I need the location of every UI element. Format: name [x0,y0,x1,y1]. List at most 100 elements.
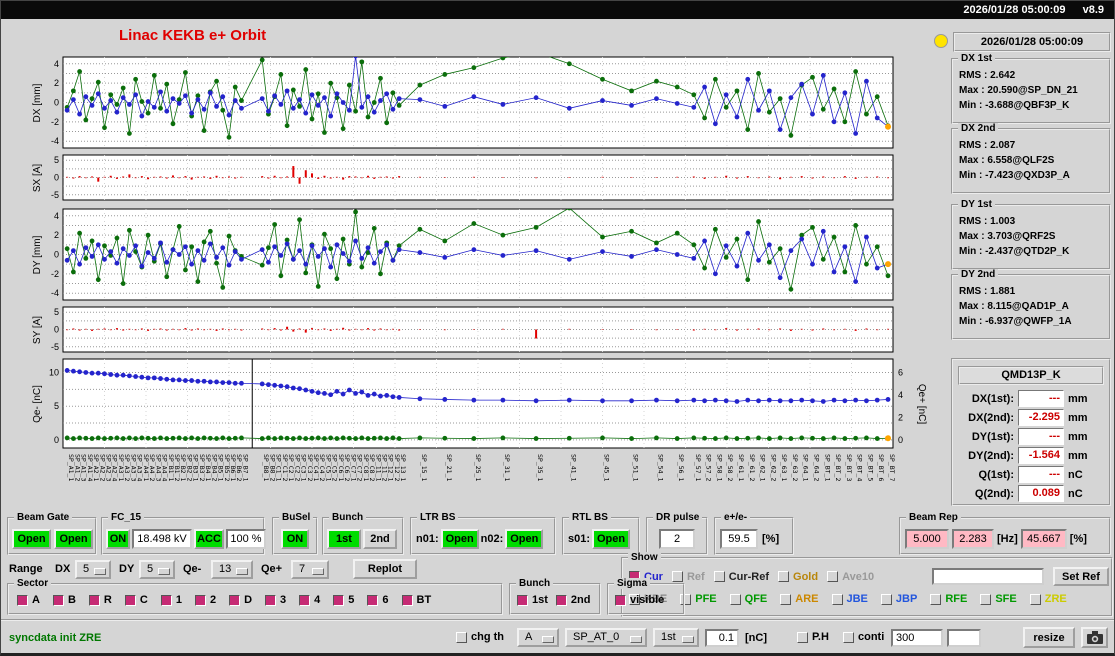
ph-item[interactable]: P.H [797,631,829,643]
screenshot-button[interactable] [1081,627,1108,648]
svg-text:SP_BT_3: SP_BT_3 [845,454,853,481]
beam-rep-set-field[interactable]: 5.000 [905,529,949,549]
ave10-checkbox[interactable] [827,571,839,582]
show-gold-item[interactable]: Gold [778,571,818,583]
sector-r-item[interactable]: R [88,594,112,606]
sigma-visible-checkbox[interactable] [615,594,626,606]
sector-5-checkbox[interactable] [333,594,345,606]
range-qep-select[interactable]: 7 [291,560,329,579]
sector-bt-checkbox[interactable] [401,594,413,606]
sector-select[interactable]: A [517,628,559,647]
set-ref-button[interactable]: Set Ref [1053,567,1109,586]
show-kbe-item[interactable]: KBE [629,593,667,605]
cur-ref-checkbox[interactable] [713,571,725,582]
beam-gate-1-button[interactable]: Open [12,529,51,549]
bunch-1st-checkbox[interactable] [517,594,528,606]
sector-2-item[interactable]: 2 [194,594,216,606]
sector-3-item[interactable]: 3 [265,594,286,606]
kbe-checkbox[interactable] [629,593,640,605]
show-zre-item[interactable]: ZRE [1029,593,1067,605]
dr-pulse-field[interactable]: 2 [659,529,695,549]
sector-3-checkbox[interactable] [265,594,277,606]
show-qfe-item[interactable]: QFE [729,593,767,605]
sector-1-item[interactable]: 1 [160,594,182,606]
sector-b-checkbox[interactable] [52,594,64,606]
range-qem-select[interactable]: 13 [211,560,253,579]
beam-rep-pct-field[interactable]: 45.667 [1020,529,1067,549]
replot-button[interactable]: Replot [353,559,417,579]
sector-b-item[interactable]: B [52,594,76,606]
show-curref-item[interactable]: Cur-Ref [713,571,769,583]
sector-a-item[interactable]: A [17,594,40,606]
show-pfe-item[interactable]: PFE [680,593,717,605]
svg-text:SP_B7_1: SP_B7_1 [241,454,249,481]
conti-checkbox[interactable] [843,631,854,643]
ratio-field[interactable]: 59.5 [720,529,758,549]
group-title: Show [628,552,661,563]
fc-kv-field[interactable]: 18.498 kV [132,529,192,549]
pfe-checkbox[interactable] [680,593,692,605]
sector-1-checkbox[interactable] [160,594,172,606]
sector-4-checkbox[interactable] [299,594,311,606]
sfe-checkbox[interactable] [980,593,992,605]
bunch-select[interactable]: 1st [653,628,699,647]
range-dy-select[interactable]: 5 [139,560,175,579]
bunch-2nd-checkbox[interactable] [555,594,567,606]
threshold-input[interactable] [705,629,739,647]
zre-checkbox[interactable] [1029,593,1041,605]
bpm-select[interactable]: SP_AT_0 [565,628,647,647]
fc-percent-field[interactable]: 100 % [226,529,266,549]
gold-checkbox[interactable] [778,571,790,582]
bunch-1st-button[interactable]: 1st [327,529,361,549]
count-input[interactable] [891,629,943,647]
show-sfe-item[interactable]: SFE [980,593,1017,605]
titlebar: 2026/01/28 05:00:09 v8.9 [1,1,1114,19]
resize-button[interactable]: resize [1023,627,1075,648]
svg-text:0: 0 [54,98,59,108]
rtl-s01-button[interactable]: Open [592,529,631,549]
sector-c-checkbox[interactable] [124,594,136,606]
sector-4-item[interactable]: 4 [299,594,320,606]
show-are-item[interactable]: ARE [780,593,819,605]
sector-5-item[interactable]: 5 [333,594,354,606]
show-ref-item[interactable]: Ref [671,571,705,583]
ref-name-input[interactable] [932,568,1044,585]
beam-rep-hz-field[interactable]: 2.283 [952,529,994,549]
busel-on-button[interactable]: ON [281,529,309,549]
fc-on-button[interactable]: ON [106,529,130,549]
sector-6-checkbox[interactable] [367,594,379,606]
sector-d-item[interactable]: D [229,594,252,606]
ltr-n02-label: n02: [480,533,504,545]
beam-gate-2-button[interactable]: Open [54,529,93,549]
chg-th-item[interactable]: chg th [456,631,504,643]
ltr-n01-button[interactable]: Open [440,529,479,549]
sector-6-item[interactable]: 6 [367,594,389,606]
sector-bt-item[interactable]: BT [401,594,431,606]
sigma-visible-item[interactable]: visible [615,594,664,606]
sector-r-checkbox[interactable] [88,594,100,606]
bunch-2nd-item[interactable]: 2nd [555,594,590,606]
range-dx-select[interactable]: 5 [75,560,111,579]
qfe-checkbox[interactable] [729,593,741,605]
show-jbe-item[interactable]: JBE [831,593,868,605]
show-rfe-item[interactable]: RFE [930,593,967,605]
jbe-checkbox[interactable] [831,593,843,605]
conti-item[interactable]: conti [843,631,884,643]
bunch-2nd-button[interactable]: 2nd [363,529,397,549]
sector-2-checkbox[interactable] [194,594,206,606]
sector-d-checkbox[interactable] [229,594,241,606]
bunch-1st-item[interactable]: 1st [517,594,548,606]
extra-input[interactable] [947,629,981,647]
show-ave10-item[interactable]: Ave10 [827,571,874,583]
ph-checkbox[interactable] [797,631,808,643]
show-jbp-item[interactable]: JBP [880,593,917,605]
jbp-checkbox[interactable] [880,593,892,605]
chg-th-checkbox[interactable] [456,631,467,643]
sector-a-checkbox[interactable] [17,594,28,606]
ltr-n02-button[interactable]: Open [505,529,544,549]
rfe-checkbox[interactable] [930,593,942,605]
are-checkbox[interactable] [780,593,792,605]
sector-c-item[interactable]: C [124,594,148,606]
fc-acc-button[interactable]: ACC [194,529,224,549]
ref-checkbox[interactable] [671,571,683,582]
